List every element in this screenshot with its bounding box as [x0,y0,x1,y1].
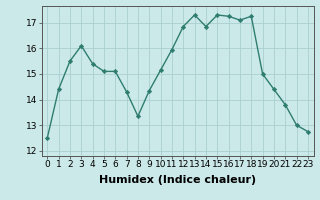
X-axis label: Humidex (Indice chaleur): Humidex (Indice chaleur) [99,175,256,185]
